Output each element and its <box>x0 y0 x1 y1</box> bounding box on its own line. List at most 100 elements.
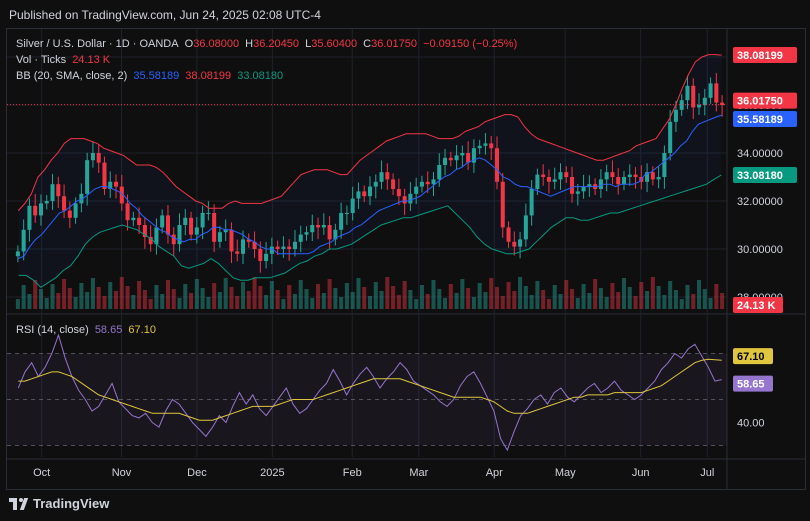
candle-body <box>327 225 332 240</box>
rsi-value: 58.65 <box>94 324 123 336</box>
candle-body <box>466 153 471 163</box>
price-tag-label: 33.08180 <box>737 170 783 182</box>
volume-bar <box>570 289 575 309</box>
candle-body <box>437 165 442 180</box>
volume-label[interactable]: Vol · Ticks <box>16 54 67 66</box>
candle-body <box>356 191 361 199</box>
candle-body <box>206 213 211 214</box>
chart-svg[interactable]: 28.0000030.0000032.0000034.0000036.00000… <box>7 29 805 489</box>
candle-body <box>483 143 488 146</box>
volume-bar <box>275 290 280 309</box>
low-value: 35.60400 <box>311 38 358 50</box>
volume-bar <box>264 295 269 309</box>
candle-body <box>316 225 321 228</box>
volume-tag <box>733 297 783 313</box>
volume-bar <box>165 280 170 309</box>
volume-bar <box>720 293 725 309</box>
volume-bar <box>575 298 580 309</box>
volume-bar <box>593 279 598 309</box>
price-tag-close <box>733 92 797 109</box>
bb-basis-line <box>17 114 723 260</box>
volume-bar <box>142 290 147 309</box>
volume-bar <box>189 293 194 309</box>
volume-bar <box>298 280 303 309</box>
volume-bar <box>668 281 673 309</box>
candle-body <box>90 153 95 161</box>
published-header: Published on TradingView.com, Jun 24, 20… <box>0 0 810 28</box>
volume-bar <box>650 277 655 309</box>
candle-body <box>708 83 713 98</box>
footer-brand[interactable]: TradingView <box>9 496 109 511</box>
candle-body <box>339 213 344 230</box>
volume-bar <box>119 277 124 309</box>
volume-bar <box>587 293 592 309</box>
volume-bar <box>373 282 378 309</box>
volume-bar <box>339 297 344 309</box>
volume-bar <box>535 281 540 309</box>
candle-body <box>408 193 413 204</box>
volume-bar <box>235 296 240 309</box>
volume-bar <box>691 294 696 309</box>
volume-bar <box>362 287 367 309</box>
candle-body <box>269 246 274 254</box>
candle-body <box>102 162 107 189</box>
candle-body <box>512 241 517 247</box>
candle-body <box>477 145 482 149</box>
candle-body <box>564 172 569 177</box>
time-tick-label: Jun <box>632 467 650 479</box>
volume-value: 24.13 K <box>72 54 111 66</box>
chart-container[interactable]: 28.0000030.0000032.0000034.0000036.00000… <box>6 28 806 490</box>
volume-bar <box>483 292 488 309</box>
price-tag-label: 38.08199 <box>737 50 783 62</box>
volume-bar <box>206 297 211 309</box>
volume-bar <box>154 285 159 309</box>
volume-bar <box>529 295 534 309</box>
volume-bar <box>494 287 500 309</box>
volume-bar <box>408 290 413 309</box>
candle-body <box>96 153 101 163</box>
candle-body <box>38 203 43 216</box>
volume-bar <box>327 279 332 309</box>
candle-body <box>321 225 326 228</box>
footer-brand-text: TradingView <box>33 496 110 511</box>
volume-bar <box>506 282 511 309</box>
volume-bar <box>171 289 176 309</box>
bb-legend: BB (20, SMA, close, 2) 35.58189 38.08199… <box>16 70 286 82</box>
volume-bar <box>102 296 107 309</box>
volume-bar <box>183 284 188 309</box>
rsi-label[interactable]: RSI (14, close) <box>16 324 89 336</box>
bb-label[interactable]: BB (20, SMA, close, 2) <box>16 70 128 82</box>
price-tag-label: 35.58189 <box>737 114 783 126</box>
candle-body <box>264 253 269 261</box>
low-label: L <box>305 38 312 50</box>
volume-bar <box>333 288 338 309</box>
volume-bar <box>356 278 361 309</box>
candle-body <box>385 172 390 180</box>
high-label: H <box>245 38 254 50</box>
volume-bar <box>177 298 182 309</box>
volume-bar <box>443 298 448 309</box>
candle-body <box>529 189 534 216</box>
volume-bar <box>454 293 459 309</box>
volume-bar <box>645 291 650 309</box>
bb-upper-line <box>17 54 722 211</box>
symbol-label[interactable]: Silver / U.S. Dollar · 1D · OANDA <box>16 38 179 50</box>
volume-bar <box>240 282 246 309</box>
candle-body <box>402 196 407 204</box>
volume-bar <box>616 292 621 309</box>
volume-bar <box>229 287 234 309</box>
bb-lower-value: 33.08180 <box>237 70 284 82</box>
volume-bar <box>321 293 326 309</box>
main-legend: Silver / U.S. Dollar · 1D · OANDA O36.08… <box>16 38 520 50</box>
candle-body <box>44 201 49 204</box>
volume-bar <box>564 280 569 309</box>
volume-bar <box>27 294 32 309</box>
time-tick-label: Jul <box>700 467 714 479</box>
candle-body <box>113 181 119 187</box>
candle-body <box>281 246 286 249</box>
volume-bar <box>702 289 707 309</box>
candle-body <box>535 174 540 189</box>
candle-body <box>656 177 661 180</box>
candle-body <box>627 174 632 177</box>
volume-bar <box>113 291 119 309</box>
